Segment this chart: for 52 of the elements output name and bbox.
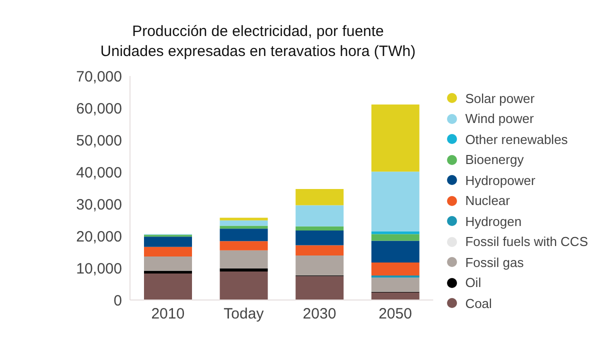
x-tick-label: 2010: [151, 306, 185, 323]
y-tick-label: 0: [114, 292, 122, 310]
bar: [371, 292, 420, 300]
bar: [220, 250, 268, 268]
legend-label: Bioenergy: [465, 152, 524, 168]
x-tick-label: 2050: [378, 306, 412, 323]
legend-label: Hydrogen: [465, 214, 522, 229]
bar: [144, 236, 192, 247]
legend-label: Nuclear: [465, 193, 510, 208]
bar: [144, 270, 192, 274]
x-tick-label: Today: [224, 306, 264, 323]
y-tick-label: 10,000: [76, 260, 122, 278]
bar: [220, 218, 268, 220]
legend-label: Wind power: [465, 111, 534, 126]
legend-label: Other renewables: [465, 132, 568, 147]
bar: [371, 104, 420, 172]
bar: [371, 278, 420, 292]
bar: [371, 232, 420, 234]
bar: [371, 262, 420, 276]
y-tick-label: 60,000: [76, 100, 122, 118]
y-tick-label: 70,000: [76, 68, 122, 86]
y-tick-label: 50,000: [76, 132, 122, 150]
bar: [296, 205, 344, 226]
bar: [220, 220, 268, 226]
legend-label: Oil: [465, 275, 482, 290]
y-tick-label: 30,000: [76, 196, 122, 214]
legend-label: Fossil gas: [465, 254, 524, 270]
bar: [371, 172, 420, 232]
y-tick-label: 20,000: [76, 228, 122, 246]
bar: [296, 226, 344, 231]
bar: [296, 230, 344, 246]
legend-label: Coal: [465, 296, 492, 311]
bar: [296, 245, 344, 256]
bar: [220, 228, 268, 242]
bar: [144, 273, 192, 300]
bar: [220, 272, 268, 300]
legend-label: Hydropower: [465, 172, 536, 188]
x-tick-label: 2030: [302, 306, 336, 323]
bar: [371, 240, 420, 263]
bar: [220, 268, 268, 272]
bar: [371, 234, 420, 241]
bar: [296, 188, 344, 206]
legend-label: Fossil fuels with CCS: [465, 234, 588, 250]
chart-title: Producción de electricidad, por fuente: [131, 22, 385, 42]
bar: [144, 256, 192, 271]
legend-label: Solar power: [465, 90, 535, 106]
bar: [144, 246, 192, 256]
y-tick-label: 40,000: [76, 164, 122, 182]
bar: [296, 276, 344, 300]
chart-subtitle: Unidades expresadas en teravatios hora (TWh): [99, 42, 417, 62]
bar: [296, 256, 344, 276]
bar: [220, 241, 268, 250]
